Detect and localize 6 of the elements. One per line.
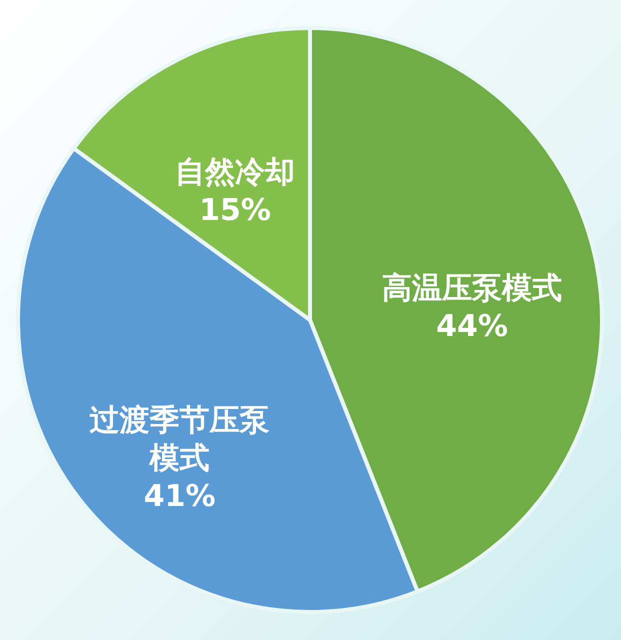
- slice-label: 高温压泵模式: [382, 271, 562, 306]
- slice-label: 自然冷却: [175, 154, 296, 190]
- data-label: 15%: [199, 192, 271, 228]
- slice-label: 过渡季节压泵模式: [90, 403, 270, 476]
- data-label: 41%: [144, 479, 216, 514]
- data-label: 44%: [436, 309, 508, 344]
